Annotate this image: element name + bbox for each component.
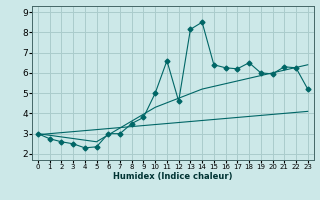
X-axis label: Humidex (Indice chaleur): Humidex (Indice chaleur) bbox=[113, 172, 233, 181]
